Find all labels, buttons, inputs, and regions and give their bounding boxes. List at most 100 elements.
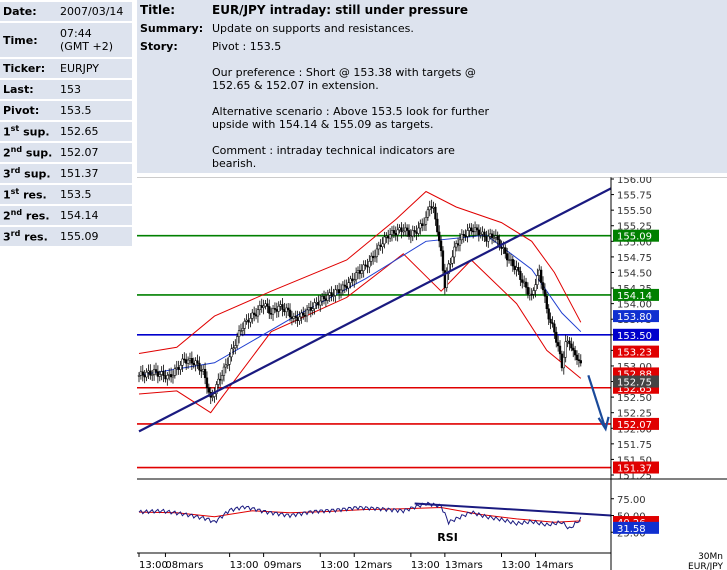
candle-body (300, 312, 303, 318)
corner-label: EUR/JPY (688, 562, 723, 570)
candle-body (511, 259, 514, 267)
quote-label: Pivot: (0, 101, 57, 120)
candle-body (485, 236, 488, 242)
candle-body (213, 393, 216, 397)
candle-body (217, 378, 220, 385)
price-badge (613, 375, 659, 388)
candle-body (322, 296, 326, 299)
quote-label: Time: (0, 23, 57, 57)
candle-body (526, 287, 530, 295)
candle-body (181, 358, 184, 366)
candle-body (545, 295, 548, 309)
candle-body (543, 289, 547, 297)
candle-body (200, 369, 203, 372)
candle-body (294, 316, 297, 318)
candle-body (151, 374, 154, 376)
candle-body (332, 295, 335, 297)
candle-body (409, 235, 413, 238)
candle-body (186, 359, 190, 364)
candle-body (515, 267, 518, 270)
candle-body (387, 236, 390, 239)
candle-body (192, 362, 195, 366)
quote-value: 155.09 (57, 227, 132, 246)
down-arrow-head (597, 416, 610, 432)
story-label: Story: (140, 40, 178, 53)
candle-body (558, 345, 562, 355)
candle-body (258, 305, 261, 311)
candle-body (166, 375, 169, 380)
candle-body (456, 243, 460, 246)
candle-body (422, 224, 426, 227)
candle-body (570, 343, 573, 349)
candle-body (202, 368, 205, 372)
candle-body (447, 263, 450, 274)
candle-body (490, 233, 494, 238)
candle-body (385, 236, 388, 238)
candle-body (398, 227, 401, 231)
candle-body (215, 384, 218, 394)
candle-body (439, 240, 443, 252)
candle-body (498, 239, 501, 248)
quote-value: 07:44 (GMT +2) (57, 23, 132, 57)
quote-value: 153.5 (57, 185, 132, 204)
candle-body (572, 347, 575, 351)
quote-row: 2nd sup. 152.07 (0, 143, 132, 162)
candle-body (345, 286, 348, 289)
candle-body (224, 364, 227, 368)
candle-body (530, 293, 533, 296)
quote-row: Time: 07:44 (GMT +2) (0, 23, 132, 57)
candle-body (177, 367, 180, 370)
level-badge-label: 155.09 (617, 232, 652, 243)
candle-body (309, 307, 312, 311)
candle-body (264, 303, 267, 307)
candle-body (194, 360, 197, 366)
candle-body (296, 317, 299, 321)
time-tick-label: 12mars (354, 560, 392, 570)
time-tick-label: 08mars (165, 560, 203, 570)
level-badge-label: 151.37 (617, 464, 652, 475)
price-tick-label: 152.25 (617, 409, 652, 420)
candle-body (460, 234, 463, 241)
candle-body (183, 358, 186, 361)
candle-body (494, 235, 497, 238)
candle-body (298, 316, 301, 321)
quote-label: 2nd res. (0, 206, 57, 225)
candle-body (220, 375, 224, 381)
price-tick-label: 155.00 (617, 237, 652, 248)
candle-body (402, 230, 405, 233)
rsi-badge-label: 31.58 (617, 524, 646, 535)
candle-body (430, 206, 433, 209)
candle-body (424, 217, 428, 225)
candle-body (577, 359, 581, 361)
candle-body (290, 316, 294, 319)
candle-body (256, 309, 260, 317)
level-badge-label: 152.07 (617, 420, 652, 431)
bollinger-lower (138, 253, 582, 414)
rsi-signal (138, 506, 581, 523)
candle-body (445, 273, 448, 288)
candle-body (336, 289, 339, 291)
candle-body (283, 309, 286, 313)
candle-body (538, 269, 541, 276)
candle-body (388, 234, 392, 239)
candle-body (360, 270, 363, 274)
candle-body (513, 265, 516, 270)
price-tick-label: 151.25 (617, 471, 652, 482)
candle-body (566, 340, 569, 343)
candle-body (381, 243, 384, 247)
candle-body (438, 231, 441, 242)
candle-body (230, 348, 233, 358)
price-tick-label: 154.75 (617, 253, 652, 264)
candle-body (232, 347, 235, 350)
candle-body (383, 236, 386, 245)
page-title: EUR/JPY intraday: still under pressure (212, 3, 469, 17)
candle-body (507, 259, 511, 261)
candle-body (190, 358, 194, 364)
candle-body (368, 261, 371, 268)
candle-body (219, 378, 222, 381)
candle-body (539, 269, 543, 283)
candle-body (277, 306, 280, 312)
candle-body (477, 229, 480, 236)
candle-body (415, 231, 418, 234)
candle-body (458, 239, 462, 246)
